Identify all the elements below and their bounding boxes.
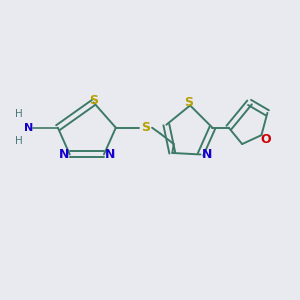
- Text: H: H: [15, 109, 23, 119]
- Text: N: N: [58, 148, 69, 161]
- Text: S: S: [141, 121, 150, 134]
- Text: O: O: [261, 133, 271, 146]
- Text: S: S: [184, 96, 193, 109]
- Text: S: S: [89, 94, 98, 107]
- Text: N: N: [105, 148, 115, 161]
- Text: N: N: [202, 148, 212, 161]
- Text: N: N: [23, 123, 33, 133]
- Text: H: H: [15, 136, 23, 146]
